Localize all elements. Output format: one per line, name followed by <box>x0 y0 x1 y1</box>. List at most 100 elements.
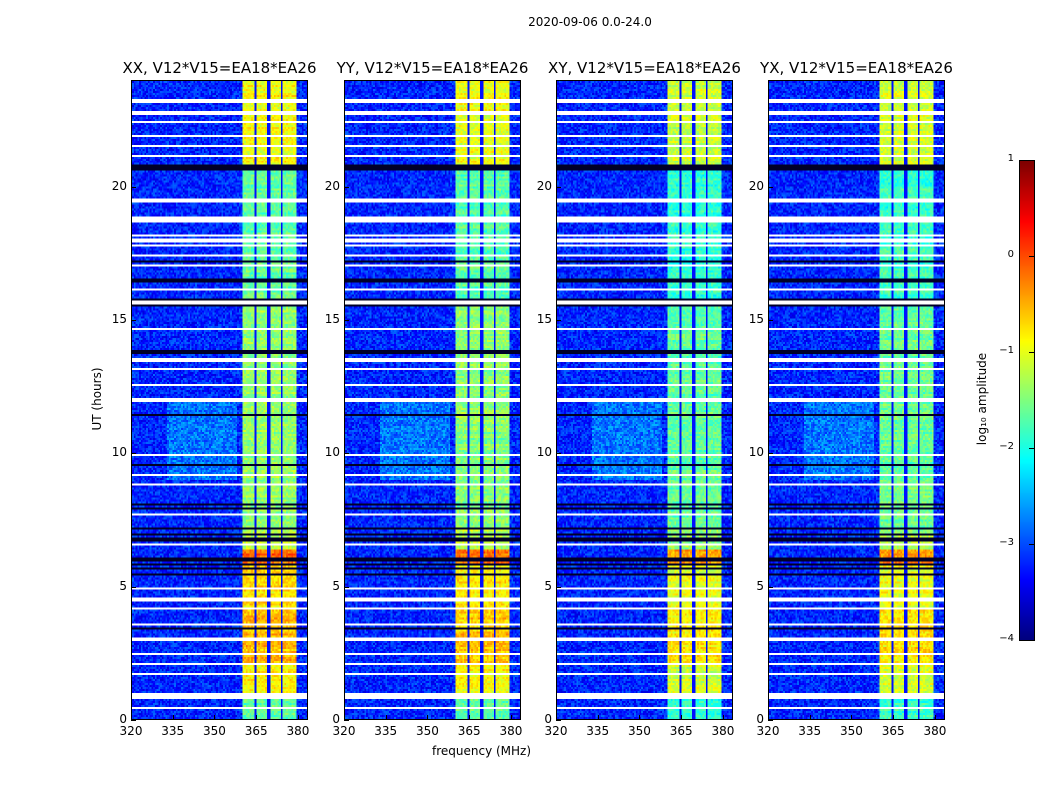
y-tick-mark <box>344 720 349 721</box>
y-tick-label: 0 <box>756 712 764 726</box>
x-tick-label: 320 <box>119 724 143 738</box>
heatmap-panel-yy <box>344 80 521 720</box>
x-tick-mark <box>256 715 258 720</box>
y-tick-mark <box>556 586 561 588</box>
x-tick-mark <box>344 715 345 720</box>
x-tick-label: 320 <box>544 724 568 738</box>
y-tick-label: 20 <box>111 178 127 193</box>
x-axis-label: frequency (MHz) <box>432 744 532 758</box>
x-tick-mark <box>597 715 599 720</box>
colorbar-gradient <box>1020 161 1034 640</box>
y-tick-mark <box>131 186 136 188</box>
y-tick-mark <box>131 586 136 588</box>
y-tick-mark <box>131 720 136 721</box>
x-tick-label: 350 <box>416 724 439 738</box>
x-tick-label: 365 <box>881 724 905 738</box>
y-tick-label: 0 <box>332 712 340 726</box>
y-tick-mark <box>556 320 561 321</box>
x-tick-label: 335 <box>161 724 185 738</box>
x-tick-label: 350 <box>203 724 226 738</box>
x-tick-label: 320 <box>332 724 356 738</box>
y-tick-mark <box>556 453 561 455</box>
y-tick-label: 20 <box>748 178 764 193</box>
x-tick-label: 380 <box>286 724 310 738</box>
colorbar-tick-mark <box>1029 640 1034 641</box>
colorbar-tick-label: −3 <box>999 537 1014 548</box>
heatmap-panel-xy <box>556 80 733 720</box>
colorbar-tick-mark <box>1029 448 1034 449</box>
y-tick-mark <box>768 320 773 321</box>
y-tick-label: 15 <box>324 312 340 326</box>
heatmap-panel-yx <box>768 80 945 720</box>
y-tick-label: 5 <box>119 578 127 593</box>
heatmap-panel-xx <box>131 80 308 720</box>
x-tick-mark <box>385 715 387 720</box>
panel-title: XX, V12*V15=EA18*EA26 <box>122 59 317 77</box>
heatmap-image <box>557 81 732 719</box>
y-tick-label: 20 <box>324 178 340 193</box>
y-tick-label: 20 <box>536 178 552 193</box>
x-tick-label: 350 <box>628 724 651 738</box>
colorbar-label: log₁₀ amplitude <box>975 352 989 446</box>
x-tick-mark <box>768 715 769 720</box>
y-axis-label: UT (hours) <box>90 367 104 431</box>
y-tick-mark <box>768 186 773 188</box>
x-tick-mark <box>556 715 557 720</box>
panel-title: YX, V12*V15=EA18*EA26 <box>760 59 953 77</box>
y-tick-mark <box>344 586 349 588</box>
y-tick-label: 15 <box>748 312 764 326</box>
y-tick-label: 0 <box>544 712 552 726</box>
y-tick-mark <box>556 720 561 721</box>
colorbar-tick-label: 1 <box>1007 153 1014 164</box>
colorbar-tick-mark <box>1029 256 1034 257</box>
y-tick-mark <box>131 453 136 455</box>
x-tick-mark <box>851 715 853 720</box>
y-tick-mark <box>131 320 136 321</box>
colorbar-tick-mark <box>1029 544 1034 545</box>
heatmap-image <box>769 81 944 719</box>
heatmap-image <box>345 81 520 719</box>
y-tick-label: 5 <box>332 578 340 593</box>
y-tick-label: 5 <box>756 578 764 593</box>
x-tick-mark <box>469 715 471 720</box>
y-tick-mark <box>344 186 349 188</box>
x-tick-label: 380 <box>923 724 947 738</box>
colorbar-tick-label: 0 <box>1007 249 1014 260</box>
colorbar-tick-label: −4 <box>999 633 1014 644</box>
x-tick-mark <box>214 715 216 720</box>
y-tick-mark <box>768 586 773 588</box>
panel-title: YY, V12*V15=EA18*EA26 <box>336 59 529 77</box>
x-tick-label: 365 <box>457 724 481 738</box>
x-tick-mark <box>172 715 174 720</box>
figure-title: 2020-09-06 0.0-24.0 <box>528 15 652 29</box>
y-tick-label: 15 <box>111 312 127 326</box>
y-tick-label: 10 <box>111 445 127 460</box>
x-tick-mark <box>722 715 724 720</box>
x-tick-mark <box>510 715 512 720</box>
y-tick-label: 10 <box>748 445 764 460</box>
x-tick-label: 335 <box>586 724 610 738</box>
x-tick-label: 320 <box>756 724 780 738</box>
y-tick-label: 10 <box>536 445 552 460</box>
y-tick-mark <box>768 453 773 455</box>
x-tick-label: 380 <box>711 724 735 738</box>
y-tick-label: 0 <box>119 712 127 726</box>
colorbar <box>1019 160 1035 641</box>
x-tick-label: 335 <box>798 724 822 738</box>
x-tick-mark <box>681 715 683 720</box>
y-tick-mark <box>556 186 561 188</box>
x-tick-label: 350 <box>840 724 863 738</box>
x-tick-mark <box>639 715 641 720</box>
x-tick-label: 365 <box>244 724 268 738</box>
x-tick-mark <box>297 715 299 720</box>
colorbar-tick-label: −2 <box>999 441 1014 452</box>
y-tick-label: 5 <box>544 578 552 593</box>
x-tick-label: 365 <box>669 724 693 738</box>
y-tick-mark <box>344 453 349 455</box>
x-tick-mark <box>893 715 895 720</box>
x-tick-label: 380 <box>499 724 523 738</box>
x-tick-mark <box>934 715 936 720</box>
y-tick-mark <box>344 320 349 321</box>
x-tick-label: 335 <box>374 724 398 738</box>
